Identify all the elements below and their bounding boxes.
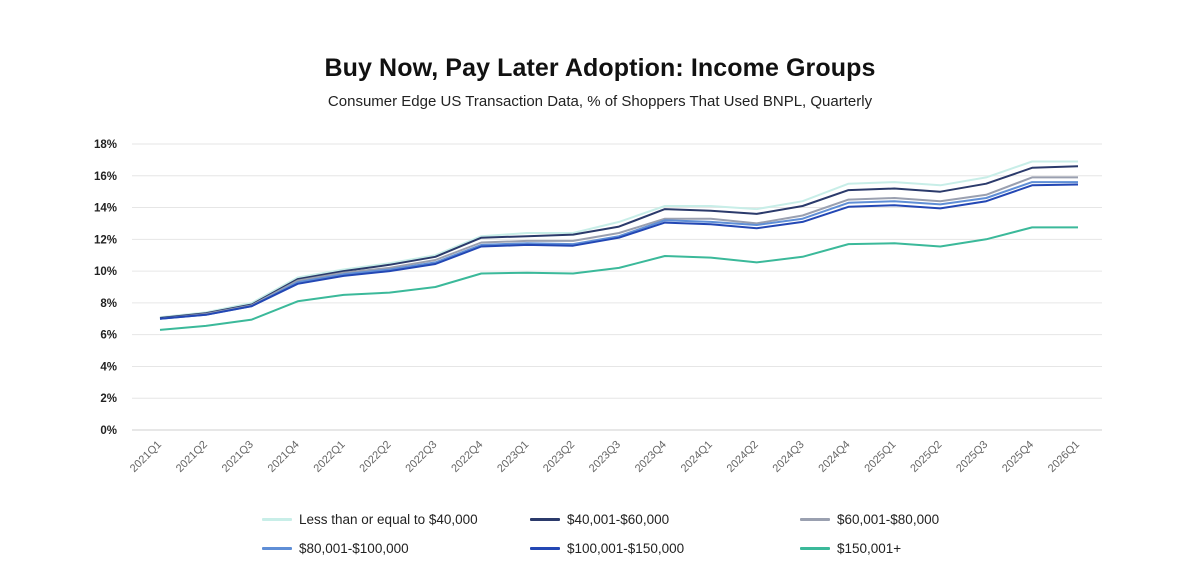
x-tick-label: 2025Q1 xyxy=(862,439,898,475)
x-tick-label: 2021Q1 xyxy=(128,439,164,475)
x-tick-label: 2024Q1 xyxy=(679,439,715,475)
x-tick-label: 2024Q3 xyxy=(771,439,807,475)
x-tick-label: 2025Q3 xyxy=(954,439,990,475)
y-tick-label: 6% xyxy=(100,330,117,342)
chart-title: Buy Now, Pay Later Adoption: Income Grou… xyxy=(324,54,876,82)
x-tick-label: 2026Q1 xyxy=(1046,439,1082,475)
x-tick-label: 2021Q2 xyxy=(174,439,210,475)
x-tick-label: 2023Q1 xyxy=(495,439,531,475)
x-tick-label: 2023Q4 xyxy=(633,439,669,475)
y-tick-label: 12% xyxy=(94,234,117,246)
x-tick-label: 2023Q2 xyxy=(541,439,577,475)
y-tick-label: 8% xyxy=(100,298,117,310)
y-tick-label: 16% xyxy=(94,171,117,183)
series-line-3 xyxy=(159,176,1078,320)
series-line-2 xyxy=(159,165,1079,319)
series-line-4 xyxy=(159,181,1078,320)
y-tick-label: 18% xyxy=(94,139,117,151)
y-tick-label: 0% xyxy=(100,425,117,437)
series-line-5 xyxy=(159,183,1079,320)
y-tick-label: 2% xyxy=(100,393,117,405)
x-tick-label: 2024Q2 xyxy=(725,439,761,475)
x-tick-label: 2025Q2 xyxy=(908,439,944,475)
series-line-1 xyxy=(159,160,1078,319)
x-tick-label: 2022Q2 xyxy=(357,439,393,475)
chart-subtitle: Consumer Edge US Transaction Data, % of … xyxy=(327,93,873,110)
x-tick-label: 2021Q4 xyxy=(266,439,302,475)
x-tick-label: 2022Q1 xyxy=(312,439,348,475)
y-tick-label: 4% xyxy=(100,361,117,373)
x-tick-label: 2022Q4 xyxy=(449,439,485,475)
series-line-6 xyxy=(159,226,1078,331)
x-tick-label: 2024Q4 xyxy=(816,439,852,475)
x-tick-label: 2022Q3 xyxy=(403,439,439,475)
x-tick-label: 2021Q3 xyxy=(220,439,256,475)
x-tick-label: 2023Q3 xyxy=(587,439,623,475)
x-tick-label: 2025Q4 xyxy=(1000,439,1036,475)
y-tick-label: 10% xyxy=(94,266,117,278)
y-tick-label: 14% xyxy=(94,203,117,215)
